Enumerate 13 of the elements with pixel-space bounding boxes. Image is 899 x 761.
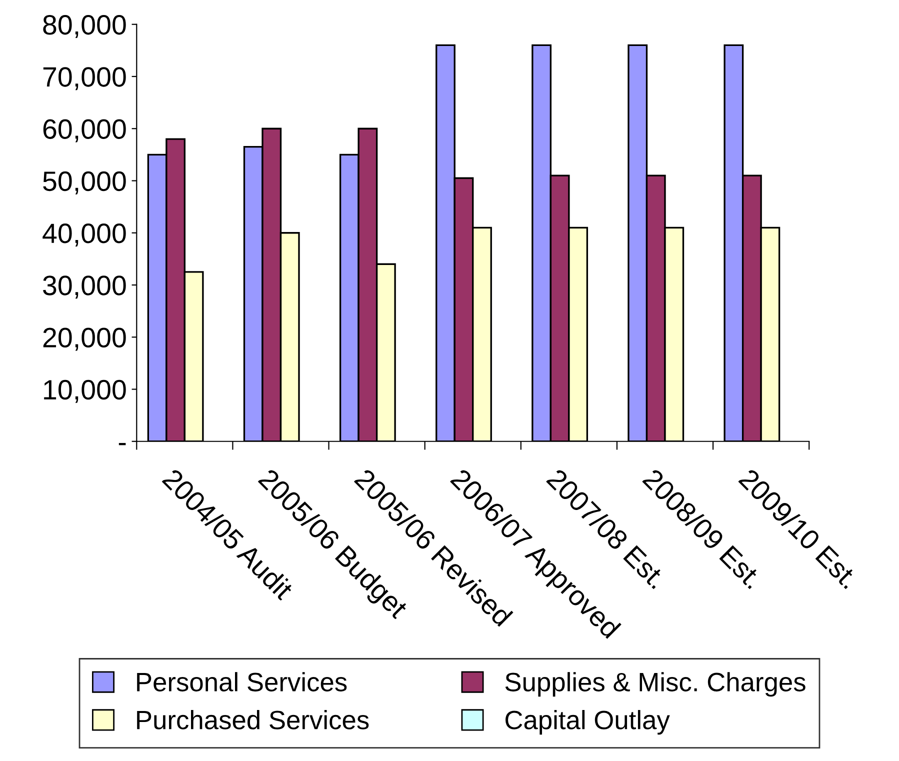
y-tick-label: 20,000 (43, 328, 126, 351)
y-tick-label: - (118, 442, 126, 446)
y-tick-label: 60,000 (43, 119, 126, 142)
y-tick-label: 10,000 (44, 380, 126, 403)
legend-label: Capital Outlay (506, 710, 670, 735)
y-tick-label: 30,000 (43, 276, 126, 299)
y-tick-label: 40,000 (42, 224, 126, 246)
y-tick-label: 70,000 (43, 67, 126, 90)
y-tick-label: 50,000 (43, 171, 126, 194)
legend-label: Purchased Services (137, 710, 369, 730)
y-tick-label: 80,000 (43, 15, 126, 38)
legend-label: Personal Services (137, 672, 347, 692)
legend-label: Supplies & Misc. Charges (505, 672, 806, 697)
